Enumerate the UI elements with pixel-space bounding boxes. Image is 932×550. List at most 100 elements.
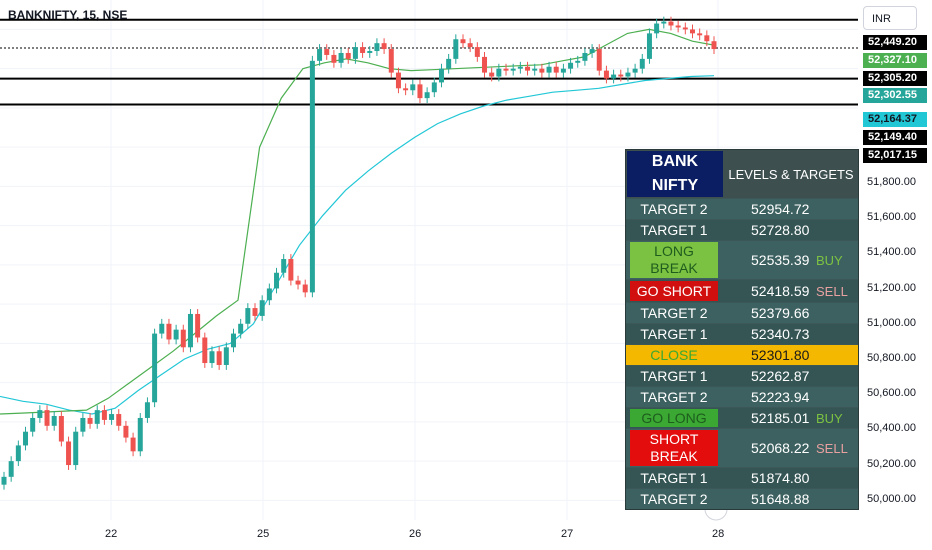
level-label: GO LONG — [630, 409, 718, 427]
price-axis-label: 50,000.00 — [867, 492, 916, 505]
levels-table-header: BANK NIFTY LEVELS & TARGETS — [626, 150, 858, 198]
candle-up — [274, 272, 280, 289]
candle-up — [144, 402, 150, 418]
candle-up — [446, 58, 452, 69]
candle-up — [661, 21, 667, 24]
price-tag: 52,149.40 — [863, 130, 927, 145]
candle-up — [532, 68, 538, 71]
candle-up — [309, 60, 315, 293]
time-axis-label: 27 — [561, 528, 574, 540]
candle-up — [137, 417, 143, 452]
candle-up — [517, 66, 523, 69]
price-tag: 52,302.55 — [863, 88, 927, 103]
candle-down — [403, 88, 409, 91]
price-axis-label: 50,600.00 — [867, 387, 916, 400]
price-axis-label: 51,000.00 — [867, 316, 916, 329]
level-row: GO SHORT 52418.59 SELL — [626, 279, 858, 302]
candle-up — [568, 62, 574, 69]
level-label: LONG BREAK — [630, 242, 718, 278]
level-label: TARGET 1 — [640, 325, 708, 342]
candle-up — [560, 68, 566, 73]
level-value: 51648.88 — [751, 491, 810, 507]
candle-up — [281, 259, 287, 273]
price-axis-label: 51,600.00 — [867, 211, 916, 224]
candle-up — [625, 72, 631, 77]
candle-up — [546, 66, 552, 73]
candle-down — [195, 313, 201, 338]
candle-down — [302, 284, 308, 293]
candle-up — [352, 47, 358, 59]
ema-slow-line — [0, 75, 715, 415]
level-row: TARGET 1 52728.80 — [626, 219, 858, 240]
candle-up — [496, 68, 502, 77]
candle-up — [646, 33, 652, 59]
level-label: CLOSE — [650, 346, 698, 363]
level-label: GO SHORT — [630, 281, 718, 301]
level-row: LONG BREAK 52535.39 BUY — [626, 240, 858, 279]
level-value: 52185.01 — [751, 410, 810, 426]
candle-up — [410, 84, 416, 91]
candle-down — [331, 54, 337, 63]
candle-up — [611, 74, 617, 79]
candle-up — [73, 431, 79, 466]
level-row: TARGET 1 52340.73 — [626, 323, 858, 344]
candle-down — [58, 416, 64, 442]
level-value: 52301.80 — [751, 347, 810, 363]
level-value: 52068.22 — [751, 440, 810, 456]
candle-up — [23, 431, 29, 446]
candle-up — [30, 417, 36, 432]
candle-up — [173, 329, 179, 340]
candle-down — [324, 49, 330, 55]
candle-down — [395, 72, 401, 89]
candle-down — [202, 337, 208, 364]
currency-selector[interactable]: INR — [863, 6, 917, 30]
level-value: 52535.39 — [751, 252, 810, 268]
level-value: 52954.72 — [751, 201, 810, 217]
candle-down — [596, 49, 602, 71]
candle-up — [15, 445, 21, 462]
candle-down — [295, 280, 301, 285]
time-axis-label: 28 — [712, 528, 725, 540]
candle-up — [230, 333, 236, 348]
candle-up — [510, 68, 516, 71]
candle-down — [553, 66, 559, 73]
candle-up — [632, 68, 638, 73]
level-row: TARGET 2 52954.72 — [626, 198, 858, 219]
level-value: 52262.87 — [751, 368, 810, 384]
candle-down — [525, 66, 531, 71]
level-value: 52340.73 — [751, 326, 810, 342]
candle-down — [216, 351, 222, 365]
candle-down — [66, 441, 72, 466]
candle-up — [453, 39, 459, 59]
candle-up — [338, 52, 344, 63]
candle-down — [252, 308, 258, 316]
table-title: BANK NIFTY — [627, 151, 723, 197]
level-value: 51874.80 — [751, 470, 810, 486]
price-tag: 52,305.20 — [863, 71, 927, 86]
candle-up — [159, 323, 165, 334]
candle-down — [539, 68, 545, 73]
level-label: TARGET 1 — [640, 367, 708, 384]
candle-down — [482, 56, 488, 73]
level-label: TARGET 2 — [640, 388, 708, 405]
time-axis-label: 26 — [409, 528, 422, 540]
level-row: TARGET 1 52262.87 — [626, 365, 858, 386]
candle-up — [109, 414, 115, 420]
candle-up — [238, 323, 244, 334]
level-row: TARGET 2 52223.94 — [626, 386, 858, 407]
candle-up — [654, 23, 660, 34]
candle-down — [116, 414, 122, 426]
candle-up — [639, 58, 645, 69]
candle-up — [431, 82, 437, 93]
candle-down — [668, 21, 674, 26]
price-axis-label: 50,400.00 — [867, 422, 916, 435]
candle-up — [245, 308, 251, 324]
candle-up — [152, 333, 158, 403]
candle-up — [51, 416, 57, 426]
level-value: 52728.80 — [751, 222, 810, 238]
price-axis-label: 51,200.00 — [867, 281, 916, 294]
time-axis-label: 25 — [257, 528, 270, 540]
candle-up — [438, 68, 444, 83]
candle-up — [575, 60, 581, 63]
candle-up — [1, 476, 7, 485]
